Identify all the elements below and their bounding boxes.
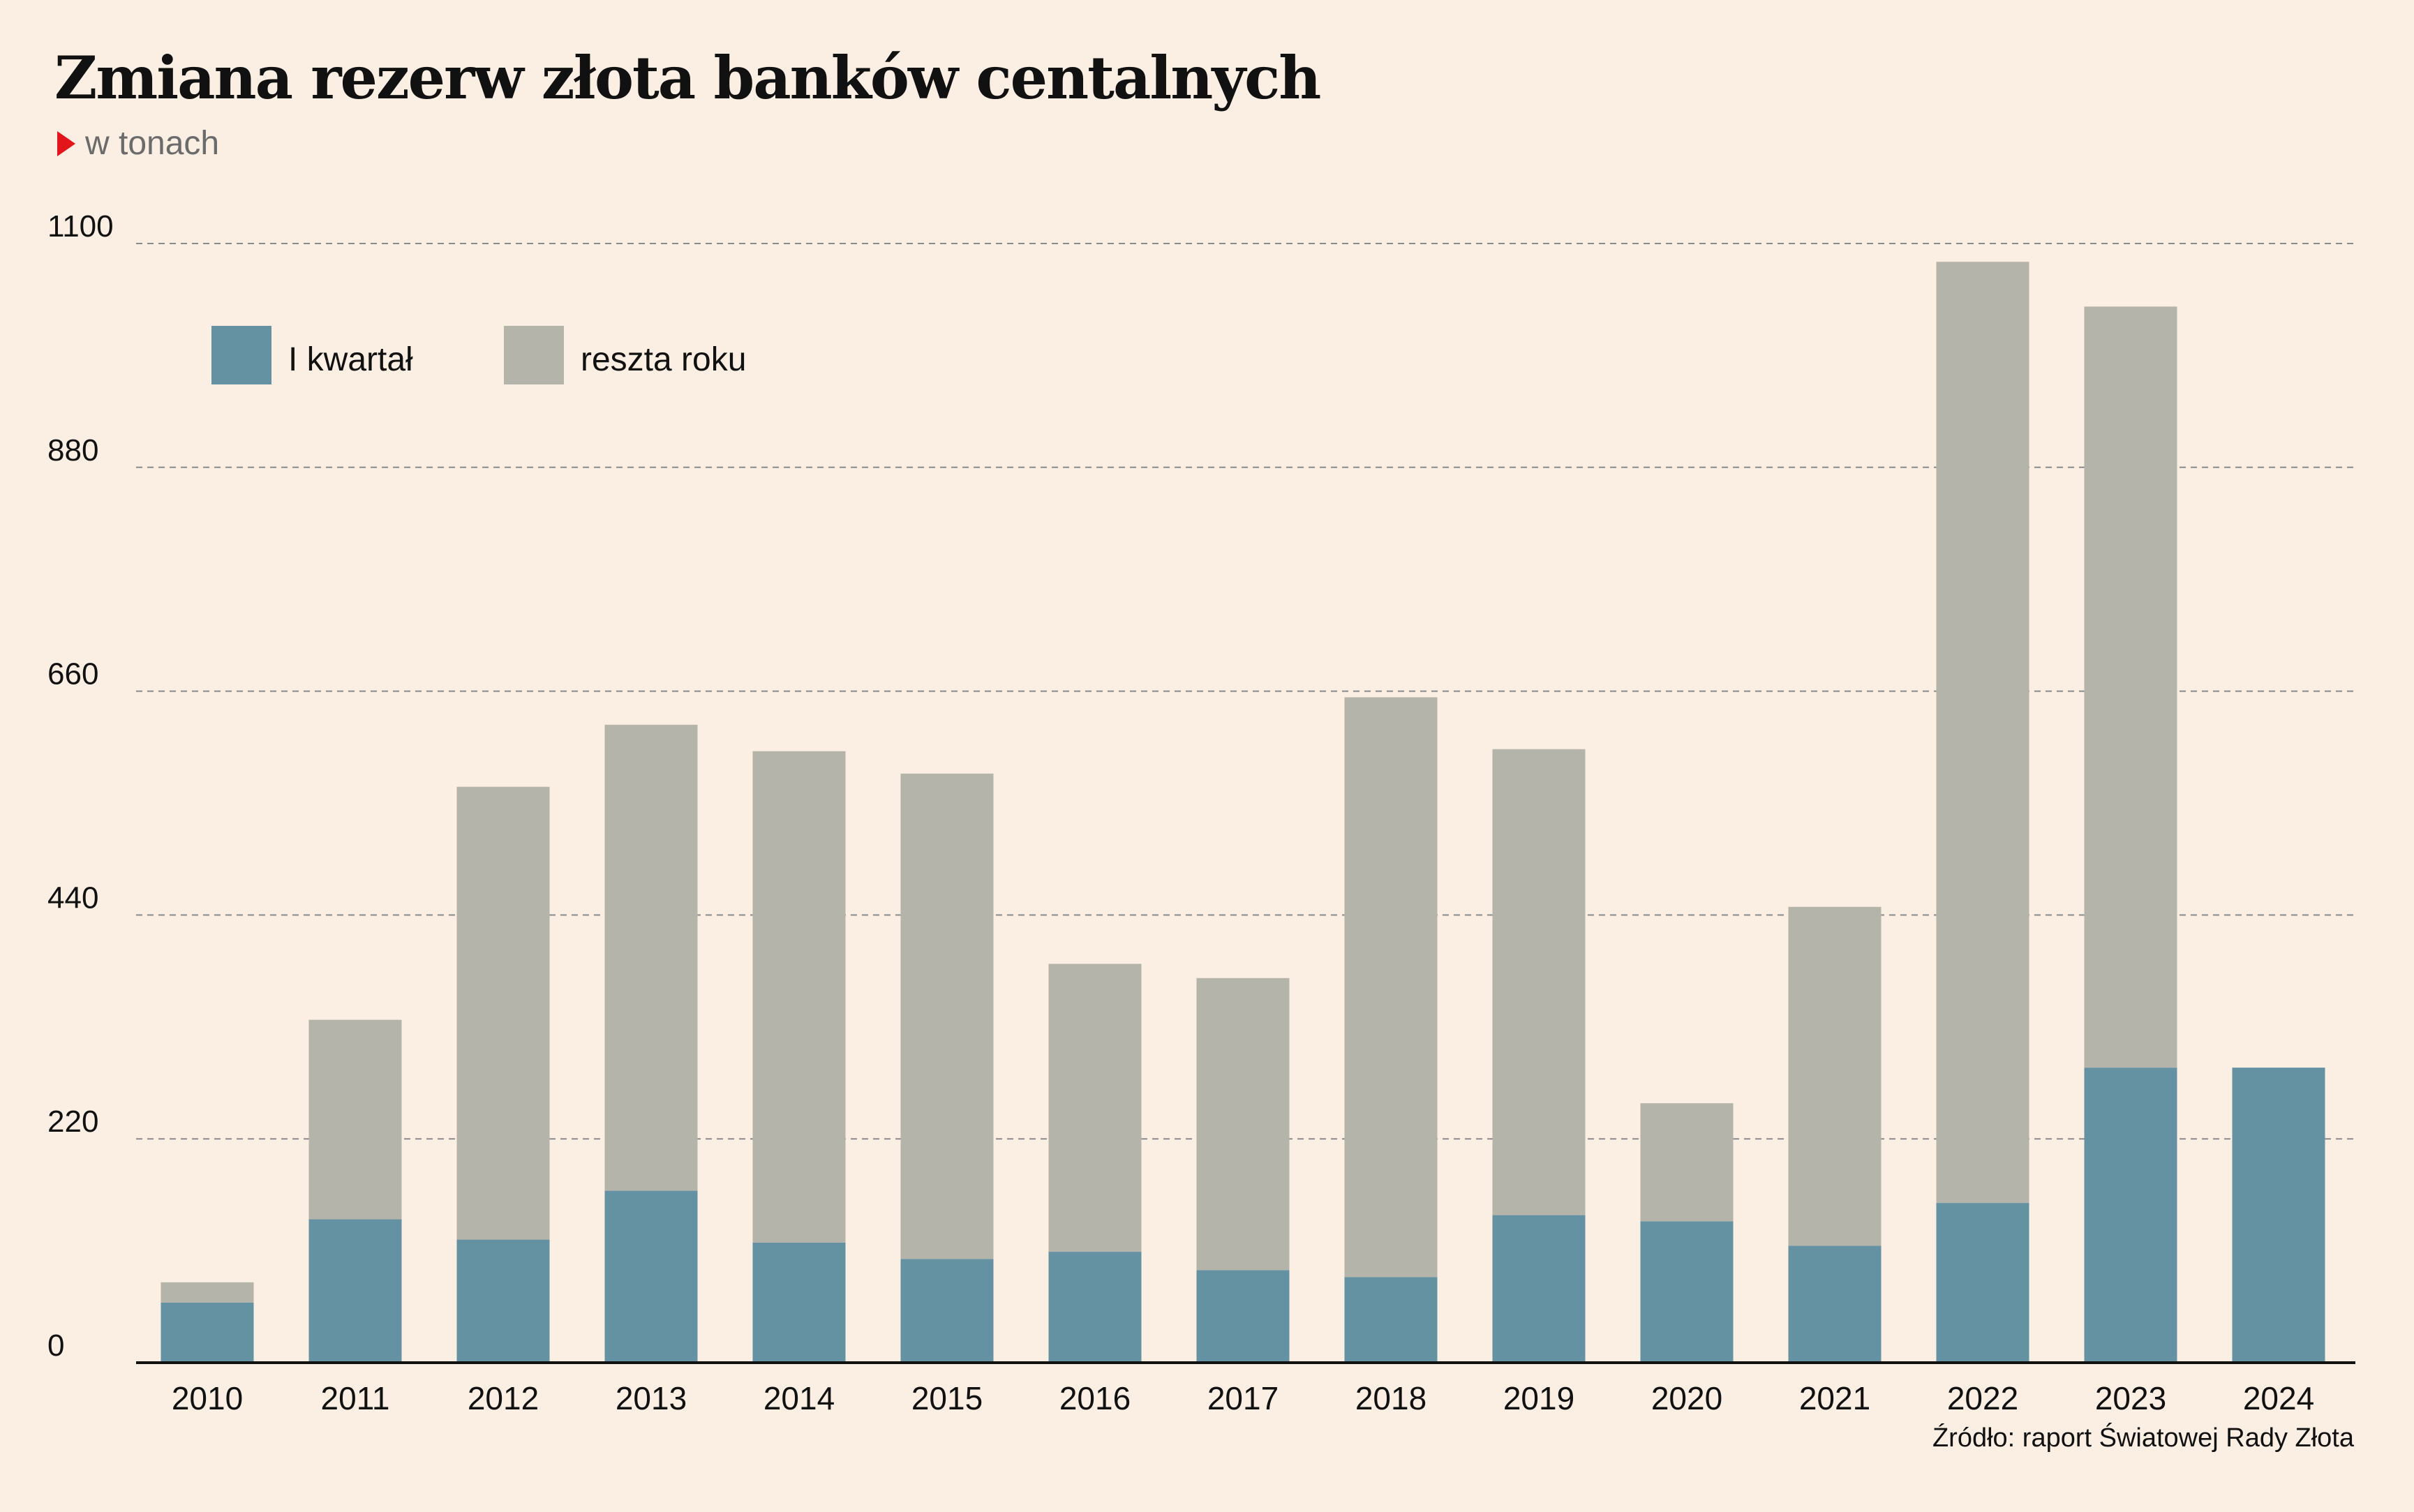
y-axis-ticks: 0 220 440 660 880 1100 xyxy=(47,209,114,1363)
chart-title: Zmiana rezerw złota banków centalnych xyxy=(54,43,1321,112)
bar-segment-rest xyxy=(161,1282,254,1303)
x-tick-label: 2016 xyxy=(1059,1380,1131,1416)
source-note: Źródło: raport Światowej Rady Złota xyxy=(1932,1423,2354,1453)
bar-segment-q1 xyxy=(2232,1068,2325,1363)
legend-label: I kwartał xyxy=(288,341,413,378)
bar-segment-rest xyxy=(1788,906,1882,1246)
x-tick-label: 2013 xyxy=(616,1380,687,1416)
x-tick-label: 2015 xyxy=(911,1380,983,1416)
y-tick-label: 880 xyxy=(47,433,98,467)
x-tick-label: 2017 xyxy=(1207,1380,1279,1416)
bar-segment-q1 xyxy=(1640,1221,1734,1363)
y-tick-label: 440 xyxy=(47,881,98,915)
legend-swatch xyxy=(211,326,271,384)
x-tick-label: 2020 xyxy=(1651,1380,1722,1416)
bar-segment-rest xyxy=(752,751,846,1243)
bar-segment-rest xyxy=(1936,262,2029,1204)
bar-segment-q1 xyxy=(900,1259,994,1363)
x-tick-label: 2010 xyxy=(172,1380,243,1416)
bar-segment-q1 xyxy=(1936,1203,2029,1363)
legend-swatch xyxy=(504,326,564,384)
x-tick-label: 2023 xyxy=(2095,1380,2166,1416)
y-tick-label: 1100 xyxy=(47,209,114,244)
x-tick-label: 2021 xyxy=(1799,1380,1870,1416)
bar-segment-rest xyxy=(308,1019,402,1220)
red-triangle-icon xyxy=(57,131,75,156)
x-tick-label: 2022 xyxy=(1947,1380,2018,1416)
bar-segment-rest xyxy=(1344,697,1438,1278)
bar-segment-rest xyxy=(1196,978,1290,1271)
bar-segment-q1 xyxy=(308,1219,402,1363)
bar-segment-q1 xyxy=(2084,1068,2177,1363)
bar-segment-q1 xyxy=(456,1239,550,1363)
bars xyxy=(161,262,2325,1363)
legend-label: reszta roku xyxy=(581,341,746,378)
bar-segment-rest xyxy=(1048,964,1142,1252)
y-tick-label: 220 xyxy=(47,1105,98,1139)
y-tick-label: 0 xyxy=(47,1328,64,1363)
bar-segment-rest xyxy=(1492,749,1586,1215)
x-tick-label: 2024 xyxy=(2243,1380,2314,1416)
bar-segment-q1 xyxy=(1196,1270,1290,1363)
x-tick-label: 2019 xyxy=(1503,1380,1574,1416)
bar-segment-rest xyxy=(604,724,698,1191)
bar-segment-q1 xyxy=(1788,1245,1882,1363)
bar-segment-rest xyxy=(900,773,994,1259)
x-tick-label: 2018 xyxy=(1355,1380,1426,1416)
bar-segment-rest xyxy=(456,786,550,1240)
y-tick-label: 660 xyxy=(47,657,98,691)
bar-segment-q1 xyxy=(1048,1252,1142,1363)
x-axis-ticks: 2010 2011 2012 2013 2014 2015 2016 2017 2018 2019… xyxy=(172,1380,2314,1416)
x-tick-label: 2014 xyxy=(763,1380,835,1416)
x-tick-label: 2011 xyxy=(321,1380,390,1416)
bar-segment-rest xyxy=(1640,1103,1734,1222)
bar-segment-q1 xyxy=(752,1242,846,1363)
bar-segment-rest xyxy=(2084,306,2177,1068)
bar-segment-q1 xyxy=(161,1302,254,1363)
unit-label: w tonach xyxy=(85,125,220,162)
x-tick-label: 2012 xyxy=(468,1380,539,1416)
bar-segment-q1 xyxy=(1344,1277,1438,1363)
legend: I kwartał reszta roku xyxy=(211,326,746,384)
bar-segment-q1 xyxy=(1492,1215,1586,1363)
chart-subtitle: w tonach xyxy=(57,123,219,165)
bar-segment-q1 xyxy=(604,1190,698,1363)
